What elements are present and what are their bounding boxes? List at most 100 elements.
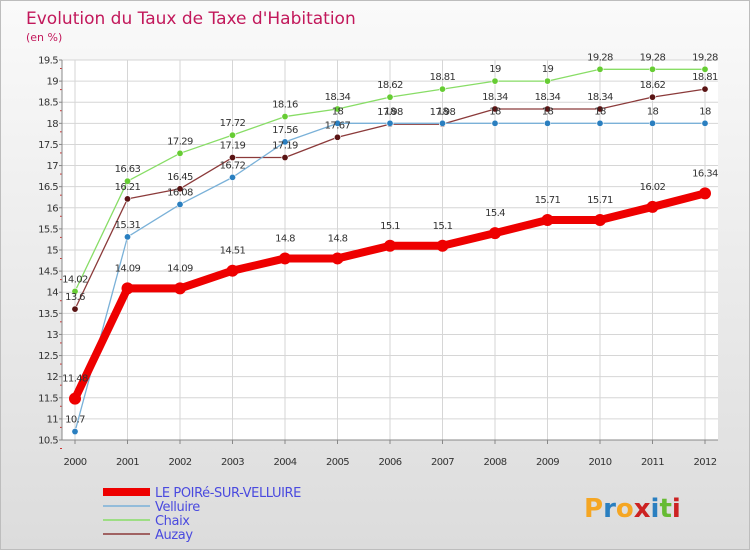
y-tick-label: 19 bbox=[46, 77, 58, 88]
y-tick-label: 16.5 bbox=[38, 182, 58, 193]
data-label: 14.51 bbox=[220, 246, 246, 257]
data-label: 15.1 bbox=[433, 221, 453, 232]
data-point bbox=[331, 252, 344, 265]
x-tick-label: 2005 bbox=[326, 457, 349, 468]
data-point bbox=[543, 105, 551, 113]
data-point bbox=[226, 264, 239, 277]
data-label: 17.98 bbox=[430, 107, 456, 118]
x-tick-label: 2004 bbox=[273, 457, 296, 468]
data-label: 18 bbox=[594, 106, 606, 117]
logo-letter: t bbox=[659, 494, 671, 524]
data-label: 18.34 bbox=[325, 92, 351, 103]
data-label: 16.72 bbox=[220, 160, 246, 171]
data-point bbox=[646, 200, 659, 213]
y-tick-label: 17.5 bbox=[38, 140, 58, 151]
data-point bbox=[648, 119, 656, 127]
data-point bbox=[648, 93, 656, 101]
legend-label: Velluire bbox=[155, 500, 200, 515]
y-tick-label: 13 bbox=[46, 330, 58, 341]
data-label: 10.7 bbox=[65, 415, 85, 426]
data-point bbox=[596, 105, 604, 113]
logo-letter: i bbox=[672, 494, 681, 524]
data-point bbox=[229, 131, 237, 139]
y-tick-label: 16 bbox=[46, 203, 58, 214]
data-point bbox=[333, 119, 341, 127]
data-point bbox=[174, 282, 186, 295]
x-tick-label: 2000 bbox=[63, 457, 86, 468]
data-label: 18 bbox=[384, 106, 396, 117]
y-tick-label: 18.5 bbox=[38, 98, 58, 109]
data-point bbox=[176, 185, 184, 193]
y-tick-label: 12.5 bbox=[38, 351, 58, 362]
data-point bbox=[491, 77, 499, 85]
data-label: 16.02 bbox=[640, 182, 666, 193]
data-label: 18.81 bbox=[430, 72, 456, 83]
data-label: 13.6 bbox=[65, 292, 85, 303]
data-point bbox=[491, 119, 499, 127]
data-label: 17.98 bbox=[377, 107, 403, 118]
data-label: 14.8 bbox=[328, 233, 348, 244]
y-tick-label: 14.5 bbox=[38, 267, 58, 278]
x-tick-label: 2003 bbox=[221, 457, 244, 468]
data-label: 15.1 bbox=[380, 221, 400, 232]
data-label: 18.34 bbox=[535, 92, 561, 103]
y-tick-label: 10.5 bbox=[38, 436, 58, 447]
legend-label: Auzay bbox=[155, 528, 193, 543]
data-point bbox=[701, 85, 709, 93]
data-label: 18 bbox=[647, 106, 659, 117]
data-label: 18.16 bbox=[272, 100, 298, 111]
x-tick-label: 2012 bbox=[693, 457, 716, 468]
data-point bbox=[69, 392, 81, 405]
data-point bbox=[229, 173, 237, 181]
logo-letter: o bbox=[616, 494, 634, 524]
data-point bbox=[281, 154, 289, 162]
data-label: 17.67 bbox=[325, 120, 351, 131]
data-label: 17.72 bbox=[220, 118, 246, 129]
data-point bbox=[71, 305, 79, 313]
data-point bbox=[124, 195, 132, 203]
data-label: 19 bbox=[489, 64, 501, 75]
y-tick-label: 12 bbox=[46, 372, 58, 383]
y-tick-label: 18 bbox=[46, 119, 58, 130]
data-label: 17.19 bbox=[272, 141, 298, 152]
data-label: 16.63 bbox=[115, 164, 141, 175]
data-label: 14.8 bbox=[275, 233, 295, 244]
data-point bbox=[124, 177, 132, 185]
data-label: 18 bbox=[332, 106, 344, 117]
data-label: 16.34 bbox=[692, 168, 718, 179]
chart-title: Evolution du Taux de Taxe d'Habitation bbox=[26, 9, 356, 29]
data-point bbox=[121, 282, 134, 295]
y-tick-label: 11 bbox=[46, 414, 58, 425]
x-tick-label: 2010 bbox=[588, 457, 611, 468]
data-point bbox=[279, 252, 291, 265]
data-label: 18 bbox=[699, 106, 711, 117]
data-point bbox=[281, 113, 289, 121]
data-point bbox=[543, 119, 551, 127]
data-label: 14.09 bbox=[115, 263, 141, 274]
data-label: 15.71 bbox=[535, 195, 561, 206]
data-label: 16.21 bbox=[115, 182, 141, 193]
data-label: 19.28 bbox=[640, 52, 666, 63]
data-label: 16.08 bbox=[167, 187, 193, 198]
y-tick-label: 19.5 bbox=[38, 56, 58, 67]
y-tick-label: 15 bbox=[46, 246, 58, 257]
data-label: 17.56 bbox=[272, 125, 298, 136]
data-label: 18.34 bbox=[482, 92, 508, 103]
data-label: 18.62 bbox=[377, 80, 403, 91]
data-point bbox=[436, 239, 449, 252]
data-point bbox=[699, 187, 711, 200]
data-label: 18 bbox=[489, 106, 501, 117]
data-point bbox=[701, 119, 709, 127]
data-point bbox=[333, 105, 341, 113]
data-point bbox=[438, 85, 446, 93]
data-label: 18.81 bbox=[692, 72, 718, 83]
data-label: 18 bbox=[437, 106, 449, 117]
data-label: 15.4 bbox=[485, 208, 505, 219]
data-point bbox=[281, 138, 289, 146]
data-label: 11.48 bbox=[62, 374, 88, 385]
x-tick-label: 2011 bbox=[641, 457, 664, 468]
proxiti-logo: Proxiti bbox=[584, 494, 681, 524]
data-label: 19 bbox=[542, 64, 554, 75]
